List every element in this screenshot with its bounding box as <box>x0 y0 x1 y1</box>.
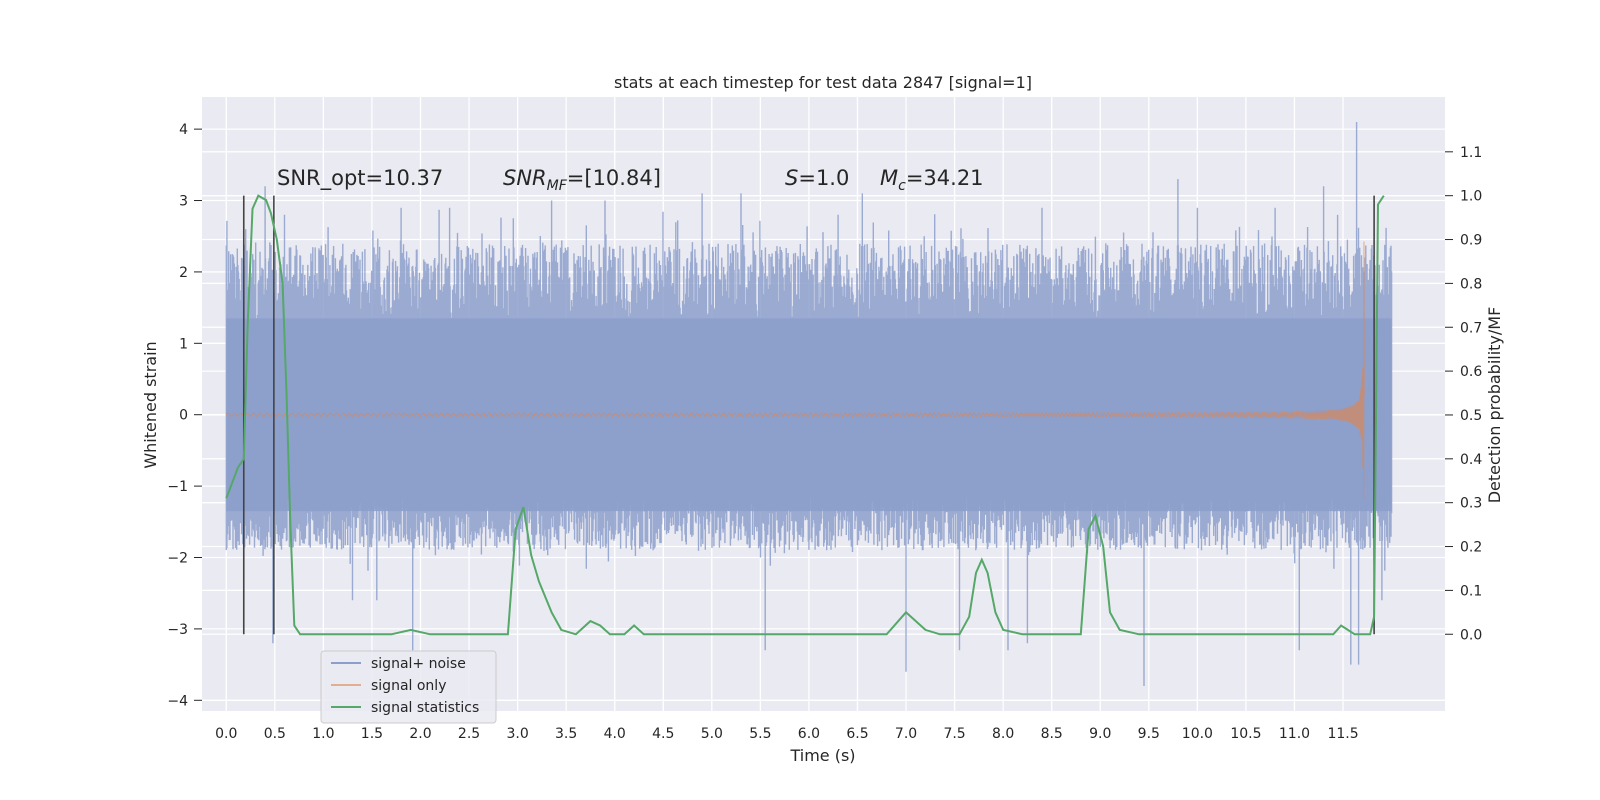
y-right-tick-label: 0.0 <box>1460 627 1482 643</box>
y-right-tick-label: 0.8 <box>1460 276 1482 292</box>
signal-statistics-line <box>225 194 1385 636</box>
annotation-s: S=1.0 <box>785 166 849 190</box>
y-tick-label: 1 <box>179 336 188 352</box>
x-axis-label: Time (s) <box>789 746 855 765</box>
y-right-tick-label: 0.1 <box>1460 583 1482 599</box>
x-tick-label: 2.0 <box>409 726 431 742</box>
annotation-s-value: =1.0 <box>798 166 849 190</box>
annotation-s-symbol: S <box>785 166 798 190</box>
x-tick-label: 3.5 <box>555 726 577 742</box>
x-axis-ticks: 0.0 0.5 1.0 1.5 2.0 2.5 3.0 3.5 4.0 4.5 5.0 5.5 6.0 6… <box>215 726 1358 742</box>
chart-title: stats at each timestep for test data 284… <box>614 73 1032 92</box>
y-right-tick-label: 1.1 <box>1460 145 1482 161</box>
y-right-tick-label: 0.5 <box>1460 408 1482 424</box>
y-tick-label: −4 <box>167 693 188 709</box>
y-axis-left-ticks: 4 3 2 1 0 −1 −2 −3 −4 <box>167 122 202 709</box>
y-right-tick-label: 0.4 <box>1460 452 1482 468</box>
x-tick-label: 3.0 <box>506 726 528 742</box>
x-tick-label: 1.0 <box>312 726 334 742</box>
y-tick-label: 2 <box>179 265 188 281</box>
y-right-tick-label: 0.9 <box>1460 233 1482 249</box>
y-right-tick-label: 0.7 <box>1460 320 1482 336</box>
x-tick-label: 9.5 <box>1138 726 1160 742</box>
x-tick-label: 11.0 <box>1279 726 1310 742</box>
signal-statistics-series <box>225 194 1385 636</box>
y-right-tick-label: 1.0 <box>1460 189 1482 205</box>
x-tick-label: 5.5 <box>749 726 771 742</box>
x-tick-label: 10.5 <box>1230 726 1261 742</box>
y-tick-label: −3 <box>167 622 188 638</box>
annotation-mc-value: =34.21 <box>906 166 984 190</box>
x-tick-label: 11.5 <box>1327 726 1358 742</box>
annotation-mc: Mc=34.21 <box>880 166 984 194</box>
y-tick-label: 4 <box>179 122 188 138</box>
x-tick-label: 7.5 <box>943 726 965 742</box>
annotation-mc-subscript: c <box>898 178 906 194</box>
y-tick-label: 3 <box>179 194 188 210</box>
x-tick-label: 0.5 <box>264 726 286 742</box>
signal-only-line <box>225 241 1365 500</box>
x-tick-label: 5.0 <box>701 726 723 742</box>
x-tick-label: 9.0 <box>1089 726 1111 742</box>
x-tick-label: 0.0 <box>215 726 237 742</box>
x-tick-label: 6.0 <box>798 726 820 742</box>
annotation-snr-mf-symbol: SNR <box>503 166 547 190</box>
x-tick-label: 4.5 <box>652 726 674 742</box>
annotation-snr-opt: SNR_opt=10.37 <box>277 166 443 191</box>
x-tick-label: 8.5 <box>1041 726 1063 742</box>
legend-label-signal-noise: signal+ noise <box>371 656 466 672</box>
x-tick-label: 10.0 <box>1182 726 1213 742</box>
legend-label-signal-statistics: signal statistics <box>371 700 479 716</box>
annotation-snr-mf-subscript: MF <box>547 178 568 194</box>
legend-label-signal-only: signal only <box>371 678 446 694</box>
x-tick-label: 4.0 <box>604 726 626 742</box>
annotation-snr-mf: SNRMF=[10.84] <box>503 166 661 194</box>
x-tick-label: 2.5 <box>458 726 480 742</box>
x-tick-label: 8.0 <box>992 726 1014 742</box>
annotation-mc-symbol: M <box>880 166 898 190</box>
legend: signal+ noise signal only signal statist… <box>320 650 497 724</box>
annotation-snr-mf-value: =[10.84] <box>567 166 661 190</box>
y-tick-label: −1 <box>167 479 188 495</box>
signal-only-series <box>225 241 1365 500</box>
legend-box <box>320 650 497 724</box>
x-tick-label: 7.0 <box>895 726 917 742</box>
y-axis-left-label: Whitened strain <box>141 341 160 468</box>
x-tick-label: 1.5 <box>361 726 383 742</box>
x-tick-label: 6.5 <box>846 726 868 742</box>
y-tick-label: −2 <box>167 551 188 567</box>
y-axis-right-ticks: 1.1 1.0 0.9 0.8 0.7 0.6 0.5 0.4 0.3 0.2 0.1 0.0 <box>1445 145 1482 643</box>
y-right-tick-label: 0.6 <box>1460 364 1482 380</box>
y-tick-label: 0 <box>179 408 188 424</box>
y-right-tick-label: 0.3 <box>1460 496 1482 512</box>
y-right-tick-label: 0.2 <box>1460 540 1482 556</box>
y-axis-right-label: Detection probability/MF <box>1485 307 1504 504</box>
